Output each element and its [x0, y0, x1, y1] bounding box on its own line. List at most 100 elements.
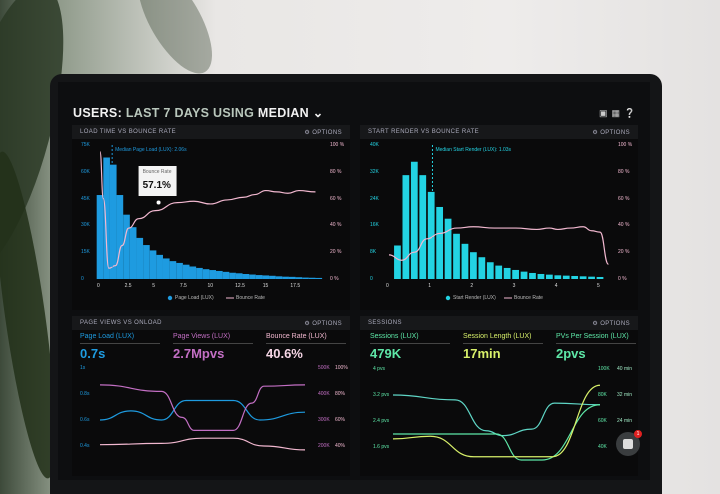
- histogram-bar: [96, 195, 104, 279]
- histogram-bar: [255, 275, 263, 279]
- x-tick-label: 4: [554, 283, 558, 289]
- histogram-bar: [222, 271, 230, 279]
- chevron-down-icon[interactable]: ⌄: [312, 106, 324, 120]
- histogram-bar: [249, 274, 256, 279]
- y2-tick-label: 40 %: [330, 222, 342, 229]
- chat-icon: [623, 439, 633, 449]
- x-tick-label: 0: [386, 283, 389, 289]
- y2-tick-label: 80 %: [618, 168, 630, 175]
- kpi-label: Sessions (LUX): [370, 333, 450, 344]
- x-tick-label: 1: [428, 283, 431, 289]
- options-button[interactable]: ⚙ OPTIONS: [592, 321, 630, 327]
- kpi-label: Bounce Rate (LUX): [266, 333, 346, 344]
- kpi-value: 2pvs: [556, 346, 586, 361]
- chat-button[interactable]: 1: [616, 430, 642, 456]
- y-tick-label: 16K: [370, 222, 379, 229]
- y-tick-label: 75K: [81, 142, 90, 148]
- panel-title: SESSIONS: [368, 320, 402, 326]
- y3-tick-label: 32 min: [617, 392, 633, 398]
- tooltip-label: Bounce Rate: [142, 169, 172, 175]
- histogram-bar: [235, 273, 243, 279]
- histogram-bar: [149, 250, 157, 279]
- y3-tick-label: 60%: [335, 417, 346, 423]
- bounce-rate-line: [388, 226, 610, 265]
- options-button[interactable]: ⚙ OPTIONS: [304, 321, 342, 327]
- title-users: USERS:: [73, 106, 123, 120]
- y-tick-label: 1s: [80, 365, 86, 371]
- histogram-bar: [109, 164, 117, 279]
- y2-tick-label: 400K: [318, 391, 330, 397]
- histogram-bar: [169, 261, 177, 279]
- series-line: [99, 437, 306, 451]
- histogram-bar: [302, 277, 309, 279]
- histogram-bar: [596, 276, 604, 279]
- title-range: LAST 7 DAYS: [125, 106, 210, 120]
- y3-tick-label: 80%: [335, 391, 346, 397]
- legend-label: Page Load (LUX): [175, 295, 214, 301]
- y3-tick-label: 40 min: [617, 366, 633, 372]
- y2-tick-label: 20 %: [330, 249, 342, 256]
- histogram-bar: [162, 258, 170, 279]
- kpi-value: 40.6%: [266, 346, 303, 361]
- histogram-bar: [189, 266, 197, 279]
- histogram-bar: [486, 262, 494, 279]
- y3-tick-label: 100%: [335, 365, 348, 371]
- y-tick-label: 40K: [370, 142, 379, 148]
- y-tick-label: 60K: [81, 168, 90, 175]
- help-icon[interactable]: ❔: [624, 108, 640, 118]
- page-title[interactable]: USERS: LAST 7 DAYS USING MEDIAN ⌄: [73, 105, 324, 120]
- options-button[interactable]: ⚙ OPTIONS: [592, 130, 630, 136]
- median-label: Median Start Render (LUX): 1.03s: [435, 147, 512, 153]
- kpi-label: PVs Per Session (LUX): [556, 333, 636, 344]
- histogram-bar: [402, 175, 410, 279]
- histogram-bar: [182, 264, 190, 279]
- y-tick-label: 4 pvs: [373, 366, 385, 372]
- series-line: [392, 384, 601, 458]
- kpi-value: 2.7Mpvs: [173, 346, 225, 361]
- histogram-bar: [269, 275, 276, 279]
- histogram-bar: [262, 275, 270, 279]
- y2-tick-label: 60K: [598, 418, 607, 424]
- y3-tick-label: 24 min: [617, 418, 633, 424]
- histogram-bar: [444, 218, 452, 279]
- panel-title: LOAD TIME VS BOUNCE RATE: [80, 129, 177, 135]
- tooltip-point: [156, 200, 161, 205]
- histogram-bar: [136, 237, 144, 279]
- histogram-bar: [242, 273, 250, 279]
- y2-tick-label: 40 %: [618, 222, 630, 229]
- panel-title: START RENDER VS BOUNCE RATE: [368, 129, 480, 135]
- legend-label: Bounce Rate: [236, 295, 265, 301]
- share-icon[interactable]: ▦: [611, 108, 625, 118]
- histogram-bar: [216, 270, 223, 279]
- kpi-label: Page Views (LUX): [173, 333, 253, 344]
- y2-tick-label: 80 %: [330, 168, 342, 175]
- y-tick-label: 30K: [81, 222, 90, 229]
- title-median: MEDIAN: [257, 106, 309, 120]
- y-tick-label: 0.8s: [80, 391, 90, 397]
- histogram-bar: [529, 272, 536, 279]
- histogram-bar: [571, 275, 579, 279]
- histogram-bar: [478, 257, 486, 279]
- legend-marker: [167, 295, 173, 301]
- x-tick-label: 7.5: [179, 283, 187, 289]
- charts-layer: [96, 145, 610, 461]
- y2-tick-label: 40K: [598, 444, 607, 450]
- x-tick-label: 10: [207, 283, 214, 289]
- x-tick-label: 2.5: [124, 283, 132, 289]
- y2-tick-label: 80K: [598, 392, 607, 398]
- panel-title: PAGE VIEWS VS ONLOAD: [80, 320, 162, 326]
- monitor-icon[interactable]: ▣: [599, 108, 612, 118]
- histogram-bar: [495, 265, 503, 279]
- histogram-bar: [537, 273, 545, 279]
- series-line: [99, 384, 306, 431]
- y-tick-label: 32K: [370, 168, 379, 175]
- y-tick-label: 0.6s: [80, 417, 90, 423]
- kpi-value: 0.7s: [80, 346, 106, 361]
- histogram-bar: [295, 277, 303, 279]
- tooltip: [138, 166, 177, 196]
- histogram-bar: [209, 270, 217, 279]
- options-button[interactable]: ⚙ OPTIONS: [304, 130, 342, 136]
- median-label: Median Page Load (LUX): 2.06s: [115, 147, 187, 153]
- series-line: [99, 399, 306, 421]
- y2-tick-label: 200K: [318, 443, 330, 449]
